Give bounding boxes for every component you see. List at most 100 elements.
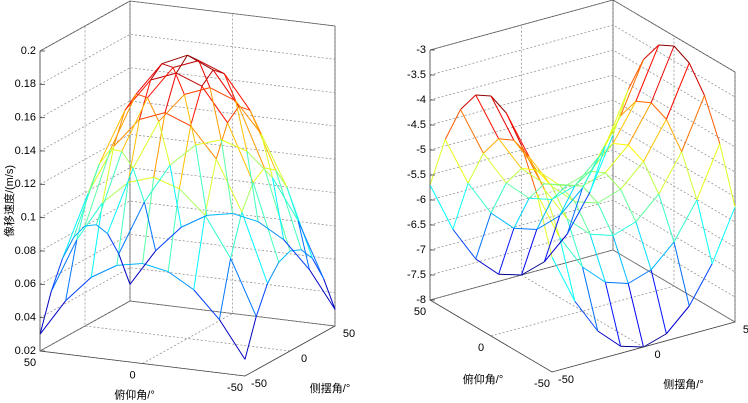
mesh-segment	[187, 54, 199, 62]
mesh-segment	[246, 150, 273, 179]
mesh-segment	[147, 97, 160, 122]
mesh-segment	[582, 145, 606, 189]
mesh-segment	[505, 112, 530, 157]
grid-line	[39, 267, 336, 319]
y-axis-label: 侧摆角/°	[310, 381, 350, 395]
z-tick-label: 0.18	[15, 78, 36, 90]
mesh-segment	[627, 102, 652, 146]
mesh-segment	[164, 112, 191, 127]
mesh-segment	[136, 93, 148, 99]
mesh-segment	[696, 199, 713, 264]
mesh-segment	[490, 212, 515, 229]
mesh-segment	[643, 44, 660, 60]
mesh-segment	[627, 283, 644, 348]
mesh-segment	[612, 221, 637, 236]
mesh-segment	[244, 316, 257, 360]
mesh-segment	[289, 249, 302, 252]
grid-line	[244, 26, 336, 377]
z-tick-label: 0.06	[15, 278, 36, 290]
z-tick-label: 0.04	[15, 312, 36, 324]
mesh-segment	[124, 79, 152, 111]
mesh-segment	[536, 193, 561, 238]
z-tick-label: 0.14	[15, 145, 36, 157]
x-tick-label: 50	[414, 306, 426, 318]
mesh-segment	[528, 183, 545, 199]
mesh-segment	[528, 156, 553, 187]
z-tick-label: 0.16	[15, 112, 36, 124]
mesh-segment	[688, 62, 705, 96]
mesh-segment	[139, 112, 166, 121]
x-tick-label: 0	[129, 369, 135, 381]
z-tick-label: 0.12	[15, 178, 36, 190]
mesh-segment	[110, 93, 137, 150]
mesh-segment	[597, 330, 621, 347]
mesh-segment	[195, 144, 208, 216]
y-tick-label: -50	[558, 374, 574, 386]
mesh-segment	[257, 221, 285, 241]
mesh-segment	[73, 163, 100, 238]
mesh-segment	[128, 176, 154, 183]
mesh-segment	[95, 224, 108, 234]
mesh-segment	[490, 95, 515, 141]
x-tick-label: 50	[24, 357, 36, 369]
mesh-segment	[235, 100, 248, 152]
mesh-segment	[232, 213, 259, 223]
mesh-segment	[528, 156, 545, 190]
mesh-segment	[90, 202, 103, 278]
mesh-segment	[490, 182, 507, 214]
mesh-segment	[175, 54, 188, 74]
mesh-segment	[643, 161, 660, 195]
x-axis-label: 俯仰角/°	[463, 372, 503, 386]
mesh-segment	[204, 158, 217, 216]
grid-line	[39, 100, 336, 152]
mesh-segment	[169, 165, 182, 228]
grid-line	[429, 0, 736, 73]
z-tick-label: -4	[416, 94, 426, 106]
grid-line	[39, 200, 336, 252]
mesh-segment	[129, 250, 157, 285]
mesh-segment	[147, 67, 174, 98]
mesh-segment	[161, 63, 174, 68]
mesh-segment	[308, 269, 336, 310]
mesh-segment	[218, 319, 246, 360]
mesh-segment	[110, 148, 122, 152]
mesh-segment	[241, 211, 268, 284]
mesh-segment	[167, 188, 180, 272]
mesh-segment	[582, 266, 599, 332]
y-axis-label: 侧摆角/°	[663, 377, 703, 391]
mesh-segment	[704, 95, 721, 144]
mesh-segment	[223, 73, 237, 101]
mesh-segment	[87, 146, 115, 194]
grid-line	[429, 124, 736, 198]
mesh-segment	[559, 237, 576, 302]
mesh-segment	[543, 233, 568, 263]
mesh-segment	[300, 249, 313, 259]
mesh-segment	[223, 73, 251, 111]
mesh-segment	[498, 138, 522, 169]
mesh-segment	[498, 273, 522, 276]
mesh-segment	[650, 45, 675, 103]
mesh-segment	[172, 67, 185, 95]
mesh-segment	[590, 233, 614, 236]
y-tick-label: 50	[343, 328, 355, 340]
grid-line	[429, 199, 736, 273]
mesh-segment	[620, 100, 637, 117]
grid-line	[39, 51, 246, 377]
x-axis-label: 俯仰角/°	[114, 387, 154, 401]
mesh-segment	[429, 184, 454, 230]
mesh-segment	[543, 188, 568, 220]
mesh-segment	[278, 250, 291, 263]
mesh-segment	[323, 278, 336, 310]
mesh-segment	[665, 305, 690, 335]
mesh-segment	[121, 150, 134, 169]
mesh-segment	[551, 186, 576, 203]
mesh-segment	[255, 283, 268, 317]
mesh-segment	[201, 69, 214, 87]
mesh-segment	[283, 239, 310, 270]
z-tick-label: -6.5	[407, 219, 426, 231]
mesh-segment	[297, 220, 325, 280]
mesh-segment	[107, 168, 134, 234]
mesh-segment	[452, 228, 477, 260]
mesh-segment	[164, 72, 177, 113]
